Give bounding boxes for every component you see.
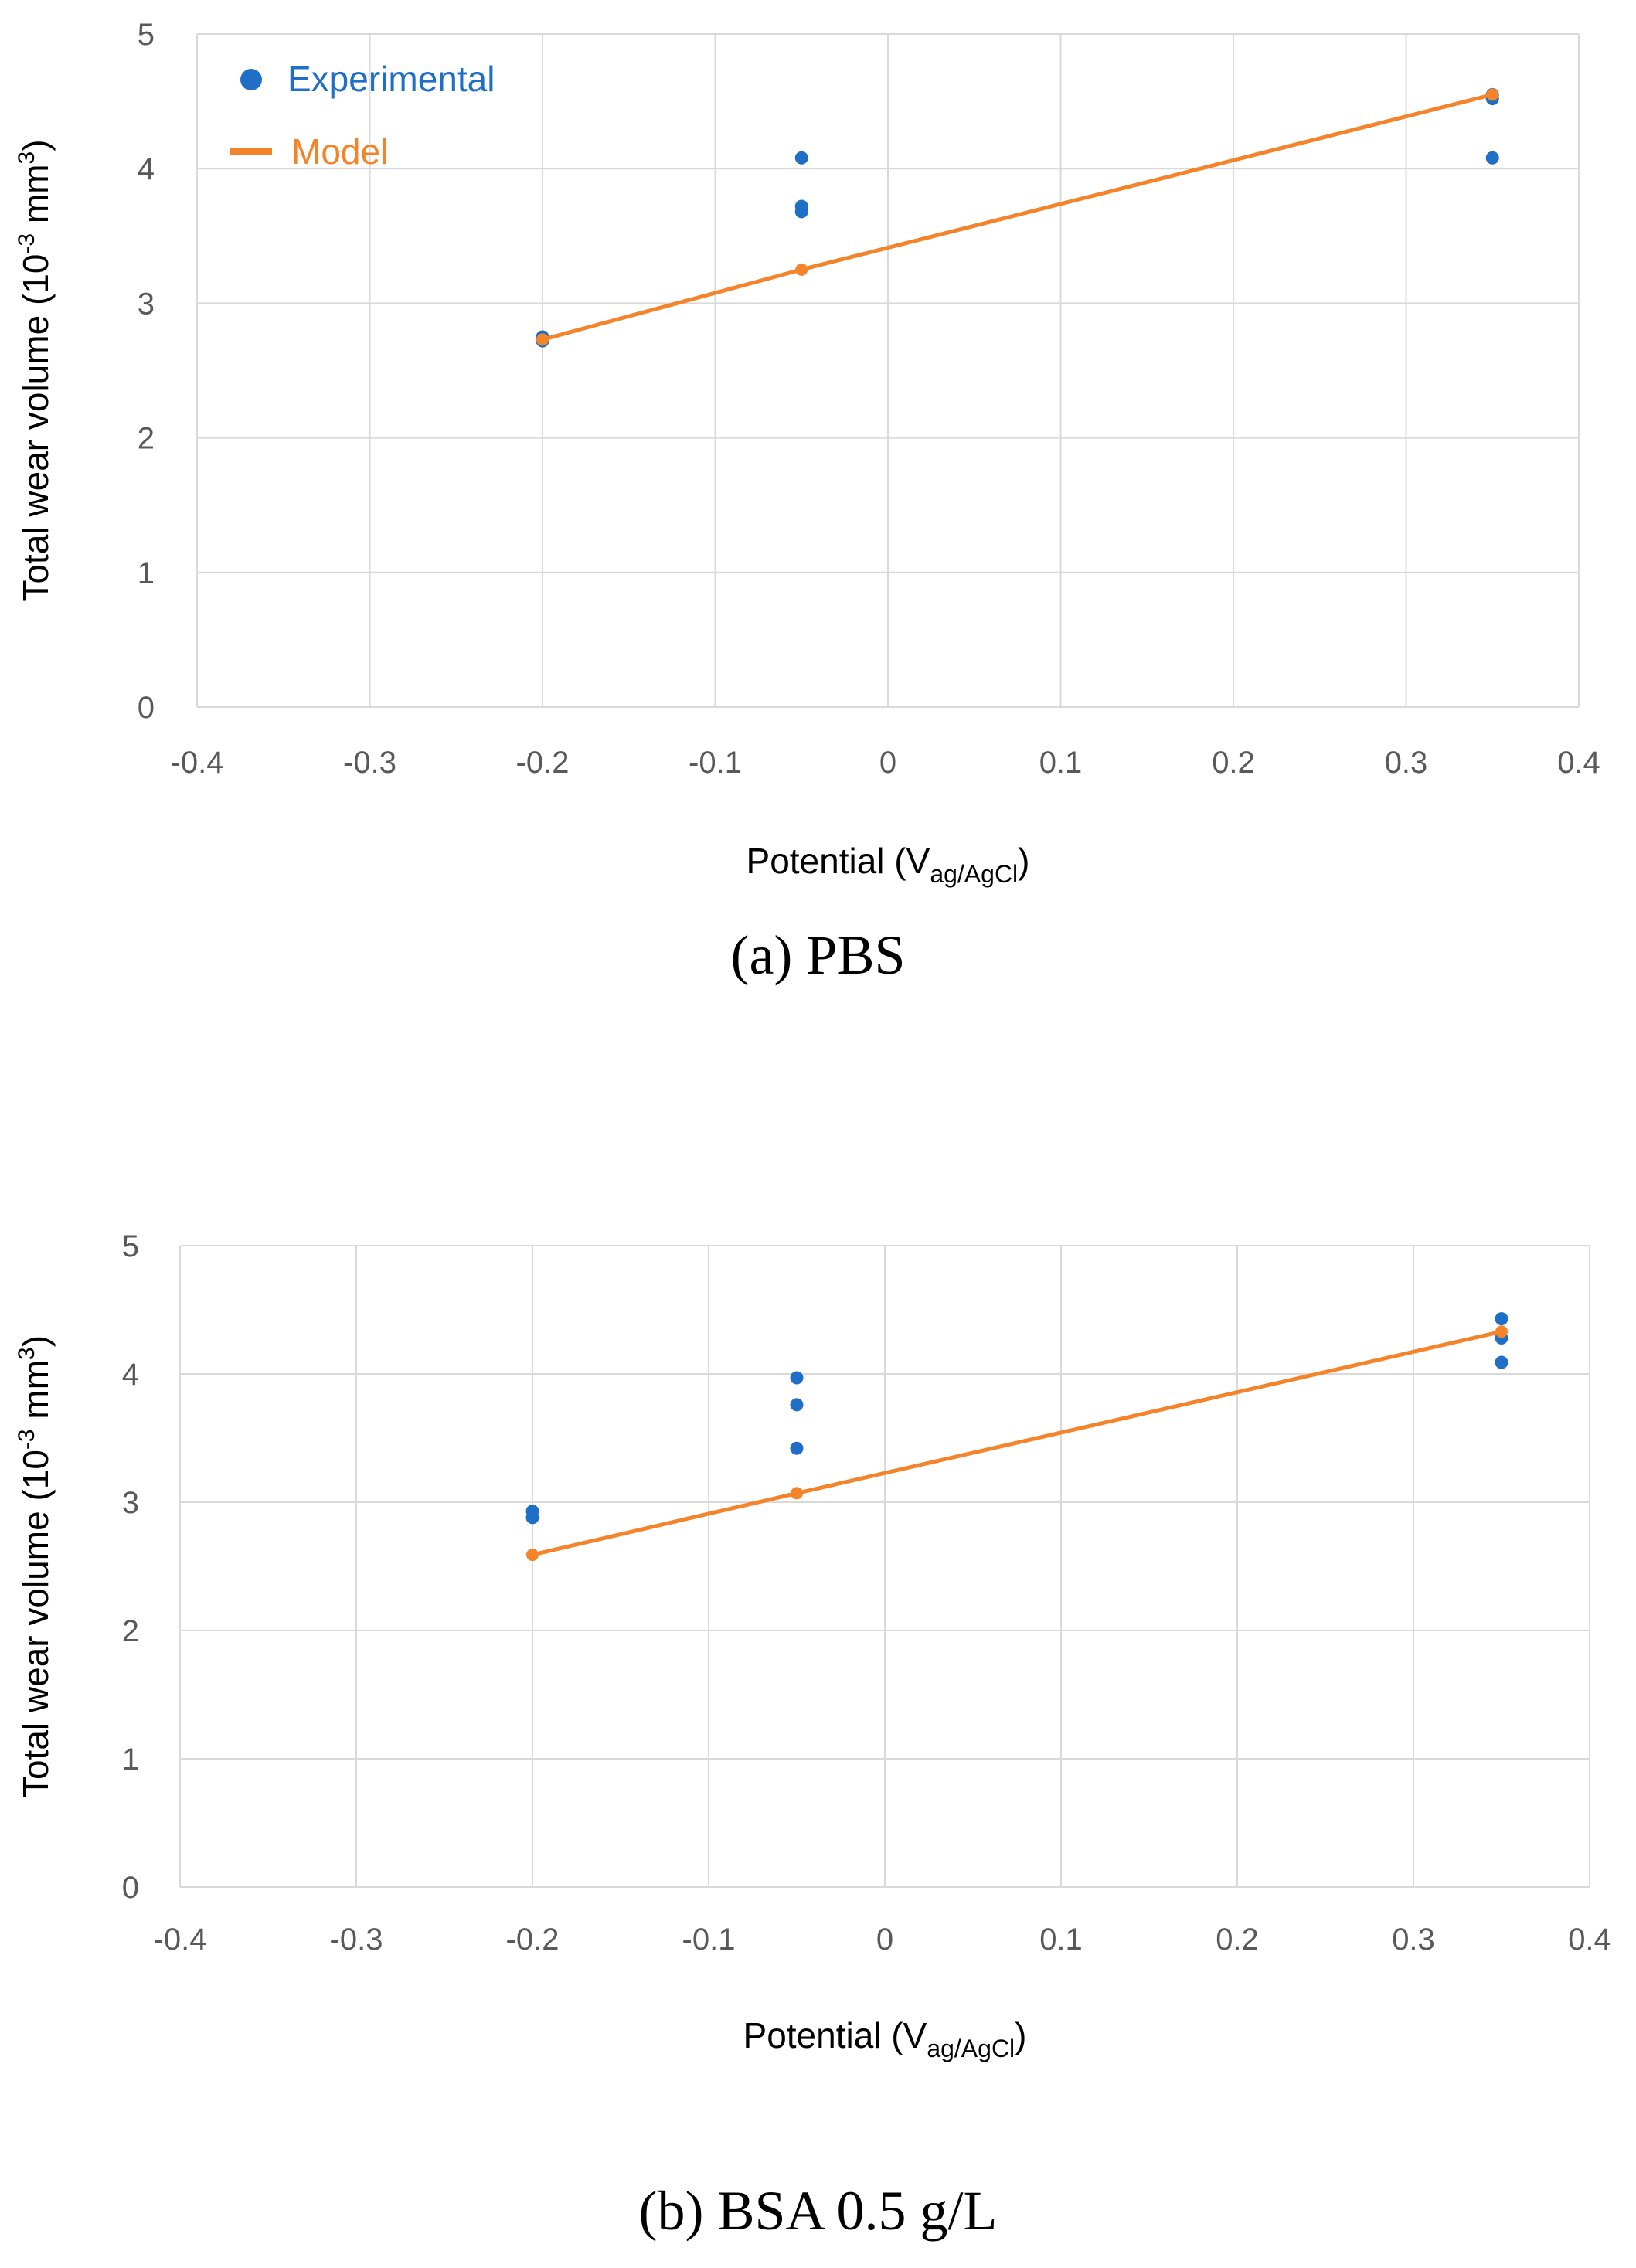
chart-a-x-tick-label: -0.4 [171, 746, 224, 780]
chart-a-y-tick-label: 3 [138, 287, 155, 321]
chart-b-x-tick-label: -0.2 [506, 1923, 560, 1957]
legend-model-label: Model [291, 131, 388, 172]
chart-b-y-tick-label: 2 [122, 1614, 139, 1648]
chart-b-experimental-point [790, 1371, 804, 1385]
chart-a-x-axis-title: Potential (Vag/AgCl) [747, 841, 1030, 888]
chart-b-y-tick-label: 4 [122, 1358, 139, 1392]
chart-b-x-tick-label: -0.3 [330, 1923, 383, 1957]
chart-a-caption: (a) PBS [730, 924, 906, 986]
chart-a-y-tick-label: 4 [138, 152, 155, 186]
chart-b-x-tick-label: 0.1 [1039, 1923, 1083, 1957]
chart-b-y-axis-title: Total wear volume (10-3 mm3) [14, 1335, 56, 1797]
chart-b-caption: (b) BSA 0.5 g/L [638, 2180, 998, 2242]
chart-a-experimental-point [1485, 151, 1499, 165]
chart-b-y-tick-label: 3 [122, 1486, 139, 1520]
legend-experimental-label: Experimental [287, 59, 495, 99]
chart-b-y-tick-label: 1 [122, 1743, 139, 1777]
chart-a-model-point [536, 333, 549, 346]
chart-b: -0.4 -0.3 -0.2 -0.1 0 0.1 0.2 0.3 0.4 0 1 2 3 4 5 Poten… [14, 1229, 1611, 2062]
chart-a-x-tick-label: 0.2 [1212, 746, 1255, 780]
chart-b-model-point [526, 1549, 539, 1562]
chart-b-y-tick-label: 0 [122, 1871, 139, 1905]
chart-b-x-tick-label: 0.4 [1568, 1923, 1611, 1957]
chart-a-y-tick-label: 5 [138, 18, 155, 52]
chart-b-y-tick-label: 5 [122, 1229, 139, 1263]
chart-b-x-axis-title: Potential (Vag/AgCl) [743, 2015, 1027, 2062]
chart-b-x-tick-label: 0.2 [1216, 1923, 1259, 1957]
chart-b-x-tick-label: -0.1 [682, 1923, 736, 1957]
chart-b-model-line [532, 1329, 1502, 1557]
chart-a-model-point [795, 263, 808, 276]
chart-b-x-tick-label: -0.4 [154, 1923, 207, 1957]
chart-b-model-point [1495, 1325, 1508, 1338]
chart-a-y-tick-label: 1 [138, 556, 155, 590]
chart-b-x-tick-label: 0 [876, 1923, 893, 1957]
chart-b-experimental-point [525, 1511, 539, 1525]
chart-a-legend: Experimental Model [230, 59, 495, 172]
chart-a-x-tick-label: -0.2 [516, 746, 570, 780]
chart-b-x-tick-label: 0.3 [1392, 1923, 1435, 1957]
chart-a-x-tick-label: 0.3 [1385, 746, 1428, 780]
chart-a-experimental-point [794, 151, 808, 165]
chart-b-experimental-point [1495, 1312, 1508, 1326]
chart-a-x-tick-label: -0.1 [689, 746, 742, 780]
chart-a: -0.4 -0.3 -0.2 -0.1 0 0.1 0.2 0.3 0.4 0 1 2 3 4 5 Poten… [14, 18, 1600, 888]
chart-a-model-point [1486, 88, 1499, 101]
chart-a-y-axis-title: Total wear volume (10-3 mm3) [14, 139, 56, 601]
chart-a-x-tick-label: 0.4 [1557, 746, 1600, 780]
chart-a-x-tick-label: 0.1 [1039, 746, 1083, 780]
chart-b-experimental-point [1495, 1355, 1508, 1369]
chart-b-experimental-point [790, 1398, 804, 1412]
legend-experimental-marker [240, 69, 262, 90]
chart-a-y-tick-label: 2 [138, 422, 155, 456]
chart-b-experimental-point [790, 1441, 804, 1455]
chart-a-experimental-point [794, 199, 808, 213]
chart-a-x-tick-label: -0.3 [343, 746, 396, 780]
chart-a-x-tick-label: 0 [879, 746, 896, 780]
chart-a-y-tick-label: 0 [138, 691, 155, 725]
chart-b-model-point [791, 1487, 803, 1500]
